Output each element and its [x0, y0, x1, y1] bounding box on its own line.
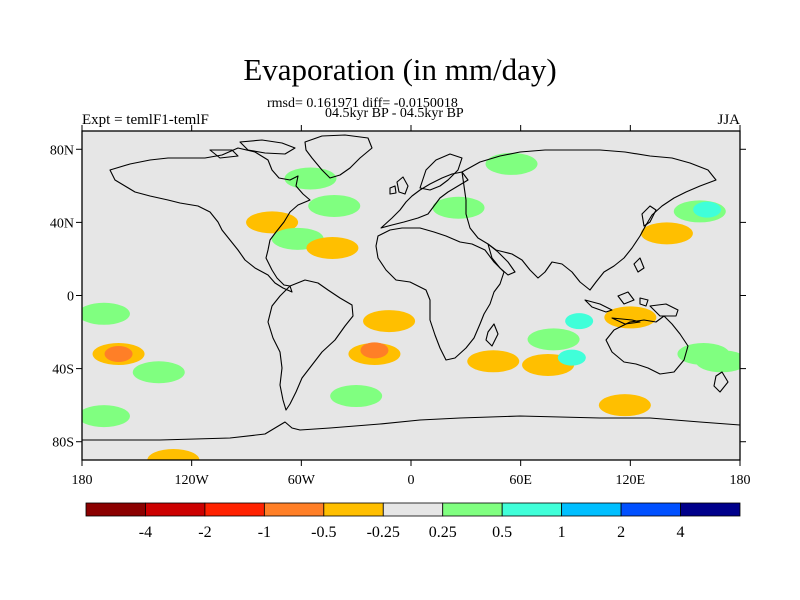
- axis-ticks: 80N 40N 0 40S 80S 180 120W 60W 0 60E 120E 180: [50, 125, 751, 488]
- anomaly-patch-19: [557, 349, 586, 366]
- colorbar-box-3: [263, 502, 325, 517]
- lon-tick-label: 0: [408, 473, 415, 488]
- lon-tick-label: 60E: [509, 473, 532, 488]
- british-isles-coast: [389, 176, 409, 195]
- australia-coast: [605, 315, 689, 375]
- anomaly-patch-18: [565, 313, 594, 330]
- anomaly-patch-11: [330, 385, 383, 408]
- scandinavia-coast: [419, 153, 463, 191]
- colorbar-box-4: [323, 502, 384, 517]
- anomaly-patch-0: [104, 345, 133, 362]
- colorbar-box-6: [442, 502, 503, 517]
- asia-coast: [461, 149, 717, 291]
- lat-tick-label: 0: [67, 290, 74, 305]
- colorbar-label: -0.25: [367, 524, 400, 541]
- anomaly-patch-21: [598, 394, 651, 417]
- new-zealand-coast: [713, 371, 729, 393]
- anomaly-patch-3: [132, 361, 185, 384]
- colorbar-box-1: [145, 502, 206, 517]
- japan-coast: [641, 205, 657, 227]
- anomaly-patch-14: [363, 310, 416, 333]
- anomaly-patch-23: [640, 222, 693, 245]
- experiment-label: Expt = temlF1-temlF: [82, 112, 209, 128]
- colorbar-label: -0.5: [311, 524, 336, 541]
- anomaly-patch-26: [604, 306, 657, 329]
- period-subtitle: 04.5kyr BP - 04.5kyr BP: [325, 106, 464, 121]
- anomaly-patch-10: [306, 236, 359, 259]
- colorbar-box-10: [680, 502, 741, 517]
- anomaly-patch-9: [308, 194, 361, 217]
- anomaly-layer: [82, 152, 740, 460]
- colorbar-box-0: [85, 502, 146, 517]
- colorbar-box-8: [561, 502, 622, 517]
- colorbar-label: 0.25: [429, 524, 457, 541]
- anomaly-patch-17: [527, 328, 580, 351]
- lon-tick-label: 120E: [616, 473, 646, 488]
- arabia-coast: [487, 243, 516, 276]
- colorbar: -4 -2 -1 -0.5 -0.25 0.25 0.5 1 2 4: [85, 502, 741, 541]
- colorbar-label: 0.5: [492, 524, 512, 541]
- anomaly-patch-16: [485, 152, 538, 175]
- anomaly-patch-22: [467, 350, 520, 373]
- new-guinea-coast: [649, 303, 679, 317]
- anomaly-patch-8: [284, 167, 337, 190]
- season-label: JJA: [717, 112, 740, 128]
- anomaly-patch-12: [360, 342, 389, 359]
- africa-europe-coast: [375, 171, 505, 361]
- indonesia-coast: [584, 291, 649, 325]
- greenland-coast: [304, 134, 373, 179]
- anomaly-patch-5: [147, 449, 200, 460]
- colorbar-box-7: [501, 502, 563, 517]
- anomaly-patch-28: [695, 350, 740, 373]
- anomaly-patch-2: [82, 302, 130, 325]
- anomaly-patch-4: [82, 405, 130, 428]
- colorbar-box-5: [382, 502, 444, 517]
- lat-tick-label: 80S: [52, 436, 74, 451]
- lon-tick-label: 180: [72, 473, 93, 488]
- lon-tick-label: 180: [730, 473, 751, 488]
- colorbar-label: 2: [617, 524, 625, 541]
- antarctica-coast: [82, 415, 740, 441]
- plot-title: Evaporation (in mm/day): [243, 52, 557, 87]
- lat-tick-label: 80N: [50, 143, 74, 158]
- lat-tick-label: 40S: [52, 363, 74, 378]
- colorbar-label: 1: [558, 524, 566, 541]
- colorbar-label: -1: [258, 524, 271, 541]
- colorbar-box-2: [204, 502, 265, 517]
- coastlines: [82, 134, 740, 441]
- stats-subtitle: rmsd= 0.161971 diff= -0.0150018: [267, 96, 458, 111]
- south-america-coast: [267, 279, 354, 411]
- philippines-coast: [633, 257, 645, 273]
- lon-tick-label: 120W: [175, 473, 210, 488]
- colorbar-label: 4: [677, 524, 685, 541]
- lon-tick-label: 60W: [288, 473, 316, 488]
- anomaly-patch-15: [432, 196, 485, 219]
- colorbar-box-9: [620, 502, 681, 517]
- lat-tick-label: 40N: [50, 216, 74, 231]
- colorbar-label: -4: [139, 524, 152, 541]
- colorbar-label: -2: [198, 524, 211, 541]
- arctic-islands-coast: [209, 139, 296, 159]
- madagascar-coast: [485, 323, 499, 347]
- anomaly-patch-25: [693, 201, 722, 218]
- anomaly-patch-6: [246, 211, 299, 234]
